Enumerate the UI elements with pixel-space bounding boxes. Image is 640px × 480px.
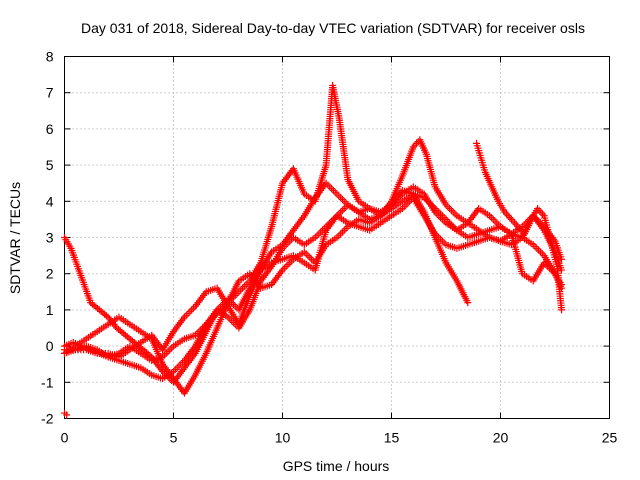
data-point (331, 188, 339, 196)
data-point (533, 244, 541, 252)
data-point (337, 194, 345, 202)
data-point (340, 226, 348, 234)
data-point (166, 346, 174, 354)
y-tick-label: -2 (41, 411, 54, 427)
y-tick-label: 5 (46, 157, 54, 173)
y-tick-label: 1 (46, 302, 54, 318)
data-point (340, 197, 348, 205)
data-point (338, 195, 346, 203)
data-point (186, 308, 194, 316)
data-point (240, 282, 248, 290)
data-point (507, 215, 515, 223)
data-point (184, 310, 192, 318)
data-point (440, 217, 448, 225)
series-track-1 (61, 179, 566, 386)
series-track-4 (61, 194, 566, 383)
data-point (337, 230, 345, 238)
data-point (491, 217, 499, 225)
data-point (239, 284, 247, 292)
data-point (558, 306, 566, 314)
data-point (337, 208, 345, 216)
series-track-2 (61, 81, 566, 365)
data-point (284, 261, 292, 269)
data-point (179, 358, 187, 366)
x-axis-label: GPS time / hours (283, 458, 390, 474)
series-track-7 (473, 139, 566, 314)
data-points (61, 81, 566, 419)
y-tick-label: 2 (46, 266, 54, 282)
data-point (313, 232, 321, 240)
data-point (324, 181, 332, 189)
x-tick-label: 25 (602, 430, 618, 446)
data-point (171, 366, 179, 374)
data-point (558, 266, 566, 274)
data-point (464, 299, 472, 307)
data-point (504, 212, 512, 220)
y-tick-label: 8 (46, 49, 54, 65)
data-point (342, 224, 350, 232)
data-point (512, 221, 520, 229)
x-tick-label: 10 (275, 430, 291, 446)
data-point (535, 246, 543, 254)
y-tick-label: 3 (46, 230, 54, 246)
data-point (558, 255, 566, 263)
data-point (400, 203, 408, 211)
series-track-5 (61, 183, 566, 361)
series-track-3 (61, 186, 472, 397)
data-point (237, 286, 245, 294)
data-point (188, 306, 196, 314)
data-point (282, 262, 290, 270)
data-point (189, 304, 197, 312)
y-axis-label: SDTVAR / TECUs (7, 182, 23, 294)
data-point (509, 217, 517, 225)
y-tick-label: 7 (46, 85, 54, 101)
x-tick-label: 20 (493, 430, 509, 446)
data-point (404, 199, 412, 207)
data-point (446, 205, 454, 213)
data-point (531, 243, 539, 251)
data-point (306, 253, 314, 261)
data-point (449, 208, 457, 216)
data-point (173, 364, 181, 372)
data-point (335, 192, 343, 200)
data-point (280, 264, 288, 272)
data-point (335, 232, 343, 240)
data-point (302, 250, 310, 258)
data-point (451, 210, 459, 218)
y-tick-label: 6 (46, 121, 54, 137)
x-tick-label: 0 (61, 430, 69, 446)
series-track-6 (61, 409, 71, 419)
data-point (511, 219, 519, 227)
data-point (537, 208, 545, 216)
data-point (338, 228, 346, 236)
data-point (326, 183, 334, 191)
data-point (447, 206, 455, 214)
data-point (329, 186, 337, 194)
data-point (438, 215, 446, 223)
x-tick-label: 15 (384, 430, 400, 446)
data-point (182, 311, 190, 319)
data-point (168, 344, 176, 352)
data-point (308, 255, 316, 263)
y-tick-label: -1 (41, 374, 54, 390)
data-point (435, 212, 443, 220)
y-tick-label: 4 (46, 193, 54, 209)
chart-title: Day 031 of 2018, Sidereal Day-to-day VTE… (81, 20, 585, 36)
x-tick-label: 5 (170, 430, 178, 446)
data-point (536, 248, 544, 256)
y-axis-tick-labels: -2 -1 0 1 2 3 4 5 6 7 8 (41, 49, 54, 427)
data-point (489, 215, 497, 223)
data-point (487, 214, 495, 222)
data-point (63, 411, 71, 419)
x-axis-tick-labels: 0 5 10 15 20 25 (61, 430, 618, 446)
data-point (338, 206, 346, 214)
y-tick-label: 0 (46, 338, 54, 354)
data-point (506, 214, 514, 222)
data-point (437, 214, 445, 222)
data-point (333, 190, 341, 198)
data-point (328, 185, 336, 193)
